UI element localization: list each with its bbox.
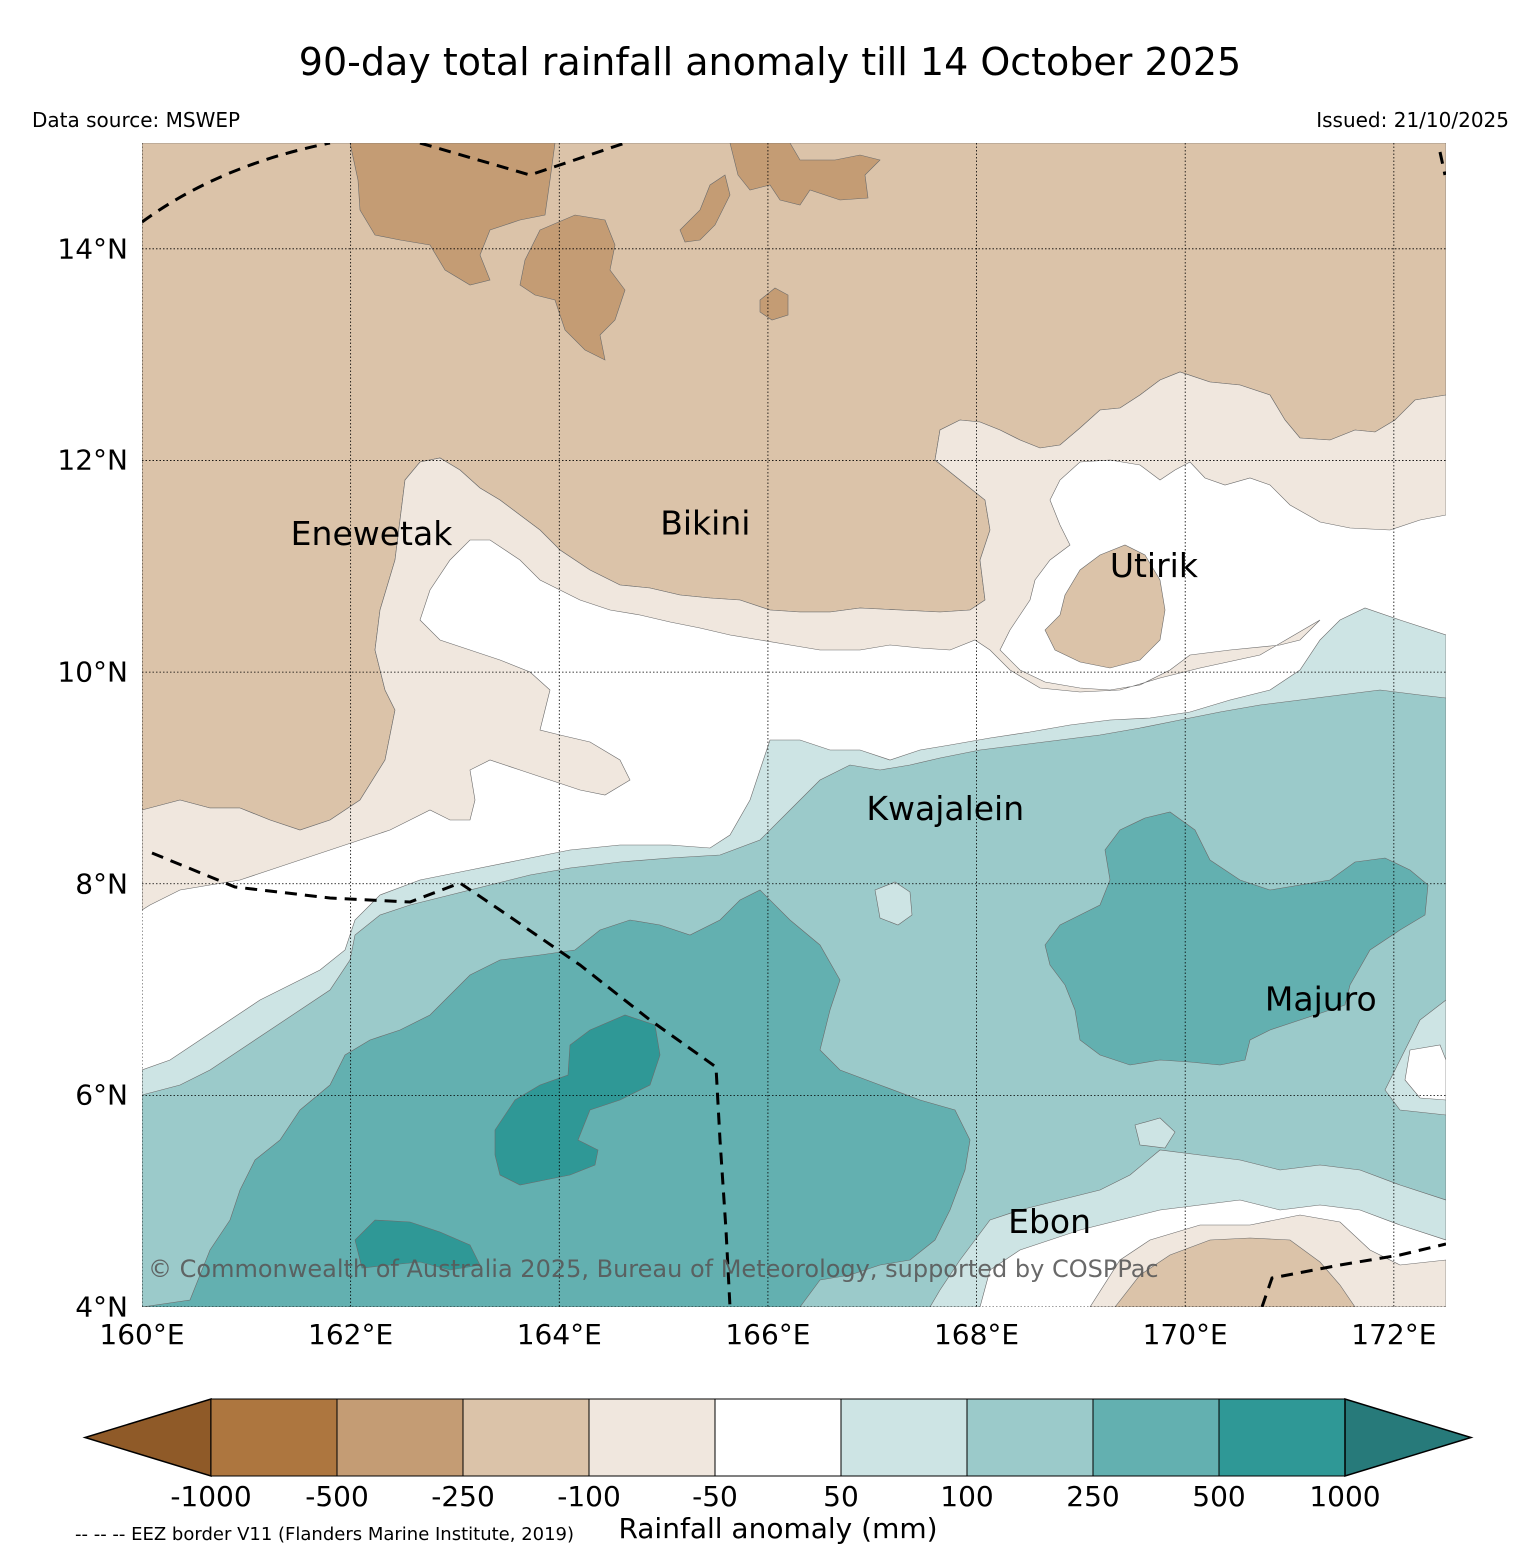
place-label-kwajalein: Kwajalein <box>866 789 1024 828</box>
band-wet-50-100 <box>874 881 913 926</box>
colorbar-band <box>462 1398 590 1477</box>
lon-tick-label: 168°E <box>933 1318 1020 1351</box>
lat-tick-label: 8°N <box>75 867 128 901</box>
band-wet-50-100 <box>1134 1117 1176 1149</box>
place-labels: Enewetak Bikini Utirik Kwajalein Majuro Ebon <box>291 504 1377 1241</box>
place-label-bikini: Bikini <box>660 504 750 543</box>
colorbar-band <box>840 1398 968 1477</box>
data-source-label: Data source: MSWEP <box>32 108 241 132</box>
colorbar-tick-label: 100 <box>940 1480 994 1513</box>
colorbar-band <box>1092 1398 1220 1477</box>
lon-tick-label: 162°E <box>308 1318 394 1351</box>
eez-border-note: -- -- -- EEZ border V11 (Flanders Marine… <box>75 1524 575 1545</box>
place-label-utirik: Utirik <box>1110 546 1199 585</box>
place-label-ebon: Ebon <box>1008 1202 1091 1241</box>
eez-border <box>1260 1242 1446 1307</box>
place-label-majuro: Majuro <box>1265 980 1377 1019</box>
lon-tick-label: 160°E <box>99 1318 185 1351</box>
gridlines <box>142 143 1446 1307</box>
colorbar-extend-low <box>82 1397 212 1478</box>
band-wet-500-1000 <box>494 1014 661 1186</box>
colorbar-tick-label: -500 <box>305 1480 369 1513</box>
colorbar-band <box>210 1398 338 1477</box>
copyright-note: © Commonwealth of Australia 2025, Bureau… <box>148 1255 1159 1283</box>
lat-tick-label: 4°N <box>75 1290 128 1324</box>
lat-tick-label: 10°N <box>57 655 128 689</box>
band-dry-500-250 <box>519 214 626 361</box>
band-dry-500-250 <box>679 174 731 243</box>
colorbar-band <box>1218 1398 1346 1477</box>
place-label-enewetak: Enewetak <box>291 514 454 553</box>
band-dry-500-250 <box>349 143 556 286</box>
band-dry-250-100 <box>1114 1237 1356 1307</box>
lat-tick-label: 6°N <box>75 1078 128 1112</box>
band-dry-500-250 <box>729 143 881 206</box>
band-dry-500-250 <box>759 287 789 321</box>
band-wet-500-1000 <box>354 1219 481 1271</box>
band-dry-250-100 <box>1044 544 1166 669</box>
lon-tick-label: 164°E <box>516 1318 602 1351</box>
colorbar-title: Rainfall anomaly (mm) <box>618 1512 938 1545</box>
eez-border <box>142 143 331 224</box>
issued-date-label: Issued: 21/10/2025 <box>1316 108 1509 132</box>
eez-borders <box>142 143 1446 1307</box>
colorbar-tick-label: 250 <box>1066 1480 1120 1513</box>
colorbar-extend-high <box>1344 1397 1474 1478</box>
map-title: 90-day total rainfall anomaly till 14 Oc… <box>298 40 1242 84</box>
colorbar-tick-label: -1000 <box>170 1480 252 1513</box>
colorbar-band <box>588 1398 716 1477</box>
eez-border <box>419 143 626 177</box>
colorbar-band <box>336 1398 464 1477</box>
lat-tick-label: 14°N <box>57 232 128 266</box>
lon-tick-label: 166°E <box>725 1318 811 1351</box>
lat-tick-label: 12°N <box>57 443 128 477</box>
eez-border <box>1438 151 1446 176</box>
band-neutral <box>1404 1044 1446 1101</box>
band-dry-100-50 <box>142 371 1446 911</box>
lon-tick-label: 172°E <box>1351 1318 1437 1351</box>
band-wet-250-500 <box>1044 811 1429 1066</box>
eez-border <box>151 851 732 1307</box>
colorbar-band <box>966 1398 1094 1477</box>
colorbar-band <box>714 1398 842 1477</box>
colorbar-tick-label: 500 <box>1192 1480 1246 1513</box>
colorbar-tick-label: 1000 <box>1309 1480 1381 1513</box>
colorbar-tick-label: -100 <box>557 1480 621 1513</box>
lon-tick-label: 170°E <box>1142 1318 1228 1351</box>
colorbar-tick-label: 50 <box>823 1480 859 1513</box>
colorbar-tick-label: -250 <box>431 1480 495 1513</box>
colorbar-tick-label: -50 <box>692 1480 738 1513</box>
